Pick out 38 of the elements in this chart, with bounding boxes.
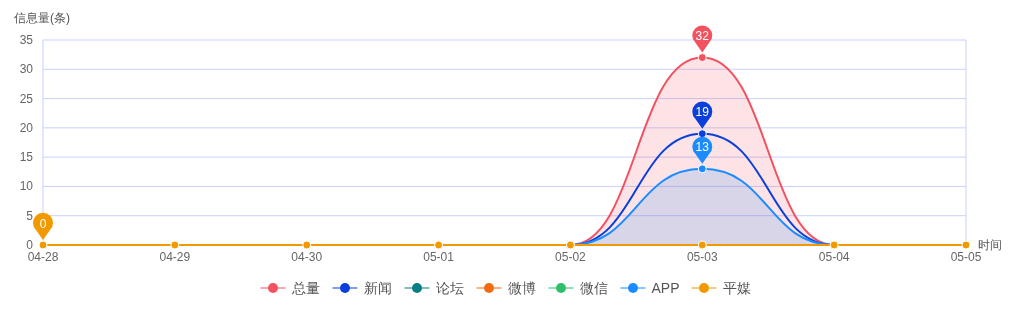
point xyxy=(697,53,707,63)
point xyxy=(697,164,707,174)
y-tick-label: 30 xyxy=(19,62,34,77)
x-tick-label: 05-04 xyxy=(818,250,850,264)
legend-label: 微博 xyxy=(507,280,536,296)
legend-label: 微信 xyxy=(579,280,608,296)
legend-label: 平媒 xyxy=(722,280,751,296)
y-axis-title: 信息量(条) xyxy=(14,11,70,25)
point xyxy=(434,240,444,250)
x-tick-label: 05-01 xyxy=(423,250,455,264)
x-tick-label: 05-03 xyxy=(686,250,718,264)
y-tick-label: 20 xyxy=(19,120,34,135)
x-tick-label: 04-28 xyxy=(27,250,59,264)
y-tick-label: 25 xyxy=(19,91,34,106)
legend-label: 论坛 xyxy=(435,280,464,296)
y-tick-label: 15 xyxy=(19,150,34,165)
y-tick-label: 10 xyxy=(19,179,34,194)
point xyxy=(38,240,48,250)
point xyxy=(170,240,180,250)
x-tick-label: 05-02 xyxy=(555,250,587,264)
annotation: 0 xyxy=(39,216,47,231)
annotation: 32 xyxy=(695,29,710,44)
x-tick-label: 04-30 xyxy=(291,250,323,264)
y-tick-label: 0 xyxy=(26,238,34,252)
annotation: 13 xyxy=(695,140,710,155)
y-tick-label: 5 xyxy=(26,208,34,223)
legend-label: APP xyxy=(651,280,680,296)
point xyxy=(697,240,707,250)
point xyxy=(961,240,971,250)
y-tick-label: 35 xyxy=(19,33,34,47)
legend-label: 总量 xyxy=(290,280,320,296)
point xyxy=(302,240,312,250)
x-axis-title: 时间 xyxy=(978,238,1002,252)
legend-label: 新闻 xyxy=(363,280,392,296)
x-tick-label: 04-29 xyxy=(159,250,191,264)
annotation: 19 xyxy=(695,105,710,120)
x-tick-label: 05-05 xyxy=(950,250,982,264)
point xyxy=(697,129,707,139)
